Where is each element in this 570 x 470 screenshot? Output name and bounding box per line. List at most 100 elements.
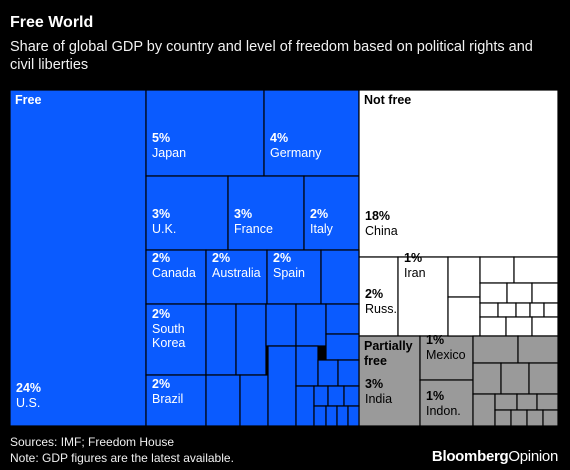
- tile-other-country: [531, 282, 558, 304]
- tile-other-country: [205, 374, 241, 426]
- tile-other-country: [497, 302, 517, 318]
- country-label-germany: Germany: [270, 146, 322, 160]
- tile-other-country: [510, 409, 528, 426]
- value-label-germany: 4%: [270, 131, 288, 145]
- value-label-italy: 2%: [310, 207, 328, 221]
- tile-other-country: [317, 359, 339, 387]
- tile-u-s: [10, 90, 147, 426]
- tile-u-k: [145, 175, 229, 251]
- tile-mexico: [419, 335, 474, 381]
- group-label-partially-free-line2: free: [364, 354, 387, 368]
- value-label-south-korea: 2%: [152, 307, 170, 321]
- tile-other-country: [472, 362, 502, 395]
- tile-other-country: [515, 302, 531, 318]
- tile-other-country: [529, 302, 545, 318]
- value-label-india: 3%: [365, 377, 383, 391]
- tile-other-country: [479, 282, 508, 304]
- group-label-not-free: Not free: [364, 93, 411, 107]
- value-label-france: 3%: [234, 207, 252, 221]
- country-label-russ: Russ.: [365, 302, 397, 316]
- country-label-italy: Italy: [310, 222, 334, 236]
- country-label-australia: Australia: [212, 266, 261, 280]
- tile-other-country: [265, 303, 297, 347]
- tile-other-country: [313, 385, 329, 407]
- country-label-canada: Canada: [152, 266, 196, 280]
- tile-spain: [266, 249, 322, 305]
- country-label-spain: Spain: [273, 266, 305, 280]
- tile-other-country: [327, 385, 345, 407]
- value-label-iran: 1%: [404, 251, 422, 265]
- group-label-free: Free: [15, 93, 41, 107]
- tile-other-country: [516, 393, 538, 411]
- tile-other-country: [205, 303, 237, 376]
- tile-germany: [263, 90, 360, 177]
- country-label-brazil: Brazil: [152, 392, 183, 406]
- footer: Sources: IMF; Freedom House Note: GDP fi…: [10, 434, 234, 466]
- tile-other-country: [295, 385, 315, 426]
- tile-other-country: [343, 385, 360, 407]
- country-label-iran: Iran: [404, 266, 426, 280]
- tile-other-country: [235, 303, 267, 376]
- tile-brazil: [145, 374, 207, 426]
- tile-other-country: [337, 359, 360, 387]
- value-label-u-k: 3%: [152, 207, 170, 221]
- tile-other-country: [536, 393, 558, 411]
- tile-other-country: [500, 362, 530, 395]
- tile-south-korea: [145, 303, 207, 376]
- country-label-japan: Japan: [152, 146, 186, 160]
- tile-other-country: [494, 409, 512, 426]
- tile-other-country: [506, 282, 533, 304]
- sources-note: Sources: IMF; Freedom House: [10, 435, 175, 449]
- tile-japan: [145, 90, 265, 177]
- value-label-spain: 2%: [273, 251, 291, 265]
- tile-other-country: [447, 296, 481, 337]
- country-label-china: China: [365, 224, 398, 238]
- tile-other-country: [526, 409, 544, 426]
- tile-other-country: [513, 256, 558, 284]
- tile-other-country: [472, 393, 496, 426]
- country-label-south-korea: South: [152, 322, 185, 336]
- tile-other-country: [295, 303, 327, 347]
- value-label-china: 18%: [365, 209, 390, 223]
- tile-other-country: [472, 335, 519, 364]
- tile-other-country: [542, 409, 558, 426]
- value-label-canada: 2%: [152, 251, 170, 265]
- tile-other-country: [295, 345, 319, 387]
- tile-other-country: [543, 302, 558, 318]
- country-label-indon: Indon.: [426, 404, 461, 418]
- tile-other-country: [347, 405, 360, 426]
- value-label-mexico: 1%: [426, 333, 444, 347]
- country-label-india: India: [365, 392, 392, 406]
- value-label-australia: 2%: [212, 251, 230, 265]
- group-label-partially-free: Partially: [364, 339, 413, 353]
- country-label-u-s: U.S.: [16, 396, 40, 410]
- tile-other-country: [531, 316, 558, 337]
- country-label-france: France: [234, 222, 273, 236]
- country-label-u-k: U.K.: [152, 222, 176, 236]
- value-label-brazil: 2%: [152, 377, 170, 391]
- tile-indon: [419, 379, 474, 426]
- tile-iran: [397, 256, 449, 337]
- value-label-indon: 1%: [426, 389, 444, 403]
- tile-other-country: [494, 393, 518, 411]
- tile-other-country: [505, 316, 533, 337]
- tile-other-country: [267, 345, 297, 426]
- gdp-note: Note: GDP figures are the latest availab…: [10, 451, 234, 465]
- tile-other-country: [447, 256, 481, 298]
- value-label-russ: 2%: [365, 287, 383, 301]
- tile-other-country: [479, 302, 499, 318]
- tile-other-country: [517, 335, 558, 364]
- tile-other-country: [325, 405, 338, 426]
- chart-subtitle: Share of global GDP by country and level…: [10, 39, 533, 73]
- tile-other-country: [325, 303, 360, 335]
- bloomberg-opinion-logo: BloombergOpinion: [431, 448, 558, 465]
- value-label-u-s: 24%: [16, 381, 41, 395]
- country-label-south-korea-1: Korea: [152, 336, 185, 350]
- chart-title: Free World: [10, 14, 94, 31]
- tile-other-country: [336, 405, 349, 426]
- tile-other-country: [479, 316, 507, 337]
- tile-other-country: [320, 249, 360, 305]
- tile-other-country: [479, 256, 515, 284]
- country-label-mexico: Mexico: [426, 348, 466, 362]
